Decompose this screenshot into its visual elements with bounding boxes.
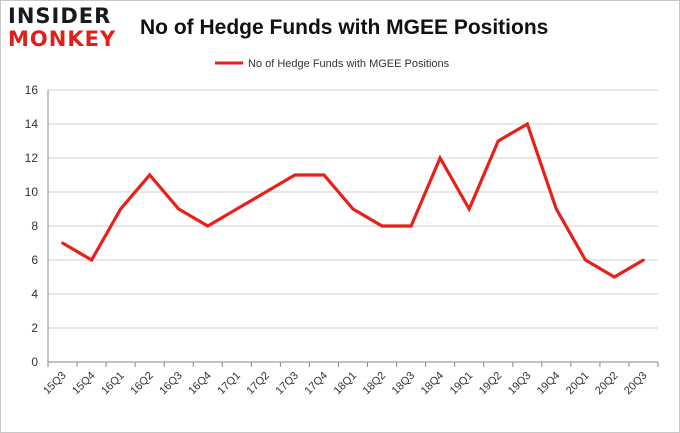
data-point bbox=[206, 224, 210, 228]
legend: No of Hedge Funds with MGEE Positions bbox=[215, 58, 450, 70]
data-point bbox=[438, 156, 442, 160]
x-tick-label: 16Q1 bbox=[99, 370, 127, 398]
x-tick-label: 17Q1 bbox=[215, 370, 243, 398]
x-tick-label: 18Q1 bbox=[332, 370, 360, 398]
x-tick-label: 16Q2 bbox=[128, 370, 156, 398]
x-tick-label: 20Q3 bbox=[622, 370, 650, 398]
legend-label: No of Hedge Funds with MGEE Positions bbox=[248, 58, 450, 70]
series-line bbox=[61, 121, 645, 279]
data-point bbox=[235, 207, 239, 211]
data-point bbox=[409, 224, 413, 228]
x-tick-label: 16Q3 bbox=[157, 370, 185, 398]
x-tick-label: 20Q1 bbox=[564, 370, 592, 398]
insider-monkey-logo: INSIDER MONKEY bbox=[8, 6, 128, 50]
y-tick-label: 12 bbox=[25, 151, 39, 165]
data-point bbox=[61, 241, 64, 245]
data-point bbox=[177, 207, 181, 211]
x-tick-label: 15Q4 bbox=[70, 370, 98, 398]
data-point bbox=[322, 173, 326, 177]
x-tick-label: 19Q1 bbox=[448, 370, 476, 398]
y-tick-label: 8 bbox=[31, 219, 38, 233]
x-tick-label: 19Q4 bbox=[535, 370, 563, 398]
chart-title: No of Hedge Funds with MGEE Positions bbox=[140, 16, 549, 39]
y-tick-label: 10 bbox=[25, 185, 39, 199]
data-point bbox=[293, 173, 297, 177]
x-tick-label: 17Q3 bbox=[274, 370, 302, 398]
y-tick-label: 6 bbox=[31, 253, 38, 267]
y-tick-label: 4 bbox=[31, 287, 38, 301]
logo-line-1: INSIDER bbox=[8, 4, 112, 28]
data-point bbox=[467, 207, 471, 211]
y-tick-label: 14 bbox=[25, 117, 39, 131]
data-point bbox=[148, 173, 152, 177]
series-layer bbox=[61, 121, 645, 279]
grid-lines bbox=[48, 89, 658, 329]
x-tick-label: 17Q2 bbox=[244, 370, 272, 398]
x-tick-label: 19Q3 bbox=[506, 370, 534, 398]
data-point bbox=[583, 258, 587, 262]
data-point bbox=[554, 207, 558, 211]
y-tick-label: 0 bbox=[31, 355, 38, 369]
x-tick-label: 18Q2 bbox=[361, 370, 389, 398]
data-point bbox=[119, 207, 123, 211]
data-point bbox=[90, 258, 93, 262]
x-tick-label: 17Q4 bbox=[303, 370, 331, 398]
x-tick-label: 16Q4 bbox=[186, 370, 214, 398]
x-tick-label: 20Q2 bbox=[593, 370, 621, 398]
data-point bbox=[613, 275, 616, 279]
x-tick-label: 18Q3 bbox=[390, 370, 418, 398]
y-tick-labels: 0 2 4 6 8 10 12 14 16 bbox=[25, 83, 39, 369]
y-tick-label: 16 bbox=[25, 83, 39, 97]
y-tick-label: 2 bbox=[31, 321, 38, 335]
data-point bbox=[525, 122, 529, 126]
x-tick-label: 18Q4 bbox=[419, 370, 447, 398]
data-point bbox=[642, 258, 645, 262]
data-point bbox=[351, 207, 355, 211]
x-tick-labels: 15Q3 15Q4 16Q1 16Q2 16Q3 16Q4 17Q1 17Q2 17Q3 17Q4… bbox=[41, 370, 649, 398]
data-point bbox=[496, 139, 500, 143]
axes bbox=[47, 90, 659, 367]
x-tick-label: 19Q2 bbox=[477, 370, 505, 398]
data-point bbox=[264, 190, 268, 194]
logo-line-2: MONKEY bbox=[8, 27, 117, 51]
x-tick-label: 15Q3 bbox=[41, 370, 69, 398]
data-point bbox=[380, 224, 384, 228]
